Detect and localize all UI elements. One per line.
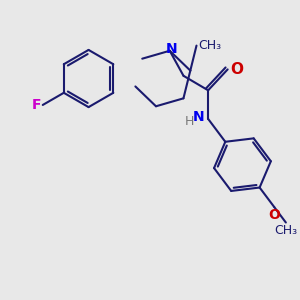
Text: N: N (193, 110, 205, 124)
Text: H: H (185, 115, 194, 128)
Text: O: O (230, 62, 244, 77)
Text: CH₃: CH₃ (274, 224, 297, 237)
Text: N: N (165, 42, 177, 56)
Text: CH₃: CH₃ (198, 39, 221, 52)
Text: O: O (268, 208, 280, 222)
Text: F: F (32, 98, 41, 112)
